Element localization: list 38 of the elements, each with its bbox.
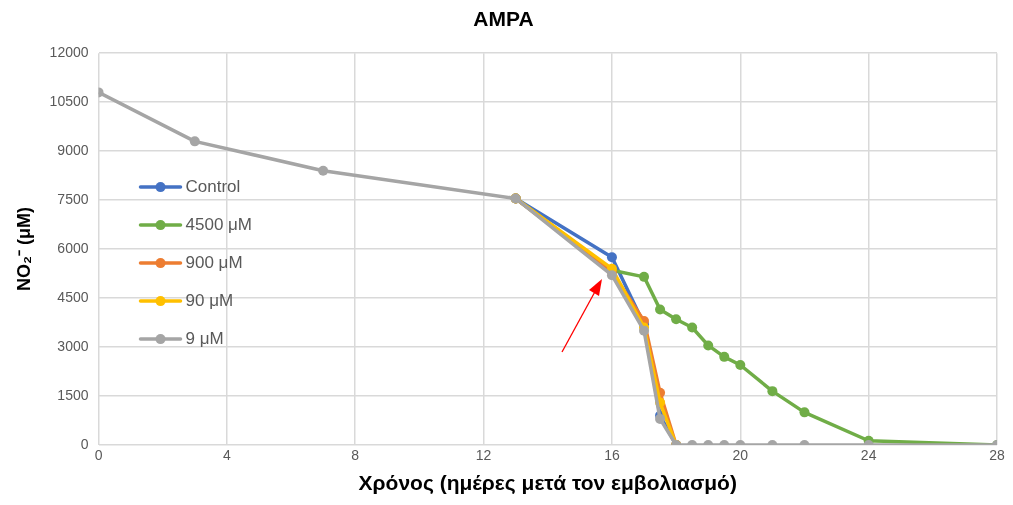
point xyxy=(799,407,810,418)
point xyxy=(687,322,698,333)
y-tick-label: 10500 xyxy=(49,93,89,110)
y-tick-label: 6000 xyxy=(57,239,89,256)
x-tick-label: 28 xyxy=(989,447,1005,464)
legend-label: 9 μM xyxy=(185,328,224,348)
point xyxy=(671,314,682,325)
y-axis-title: NO₂⁻ (μM) xyxy=(13,207,34,292)
point xyxy=(735,360,746,371)
x-axis-title: Χρόνος (ημέρες μετά τον εμβολιασμό) xyxy=(358,471,737,496)
y-tick-label: 1500 xyxy=(57,386,89,403)
point xyxy=(655,304,666,315)
point xyxy=(189,136,200,147)
y-tick-label: 7500 xyxy=(57,190,89,207)
point xyxy=(767,386,778,397)
x-tick-label: 24 xyxy=(860,447,877,464)
y-tick-label: 0 xyxy=(80,435,89,452)
point xyxy=(318,165,329,176)
y-tick-label: 12000 xyxy=(49,44,89,61)
x-tick-label: 8 xyxy=(351,447,360,464)
x-tick-label: 4 xyxy=(222,447,231,464)
x-tick-label: 12 xyxy=(475,447,492,464)
x-tick-label: 16 xyxy=(604,447,620,464)
point xyxy=(703,340,714,351)
point xyxy=(606,252,617,263)
x-tick-label: 0 xyxy=(94,447,103,464)
point xyxy=(719,351,730,362)
chart-title: AMPA xyxy=(473,7,534,31)
y-tick-label: 3000 xyxy=(57,337,89,354)
y-tick-label: 4500 xyxy=(57,288,89,305)
x-tick-label: 20 xyxy=(732,447,749,464)
point xyxy=(639,271,650,282)
legend-label: 90 μM xyxy=(185,290,234,310)
y-tick-label: 9000 xyxy=(57,142,89,159)
legend-label: Control xyxy=(185,176,241,196)
point xyxy=(606,270,617,281)
legend-label: 900 μM xyxy=(185,252,243,272)
legend-label: 4500 μM xyxy=(185,214,253,234)
